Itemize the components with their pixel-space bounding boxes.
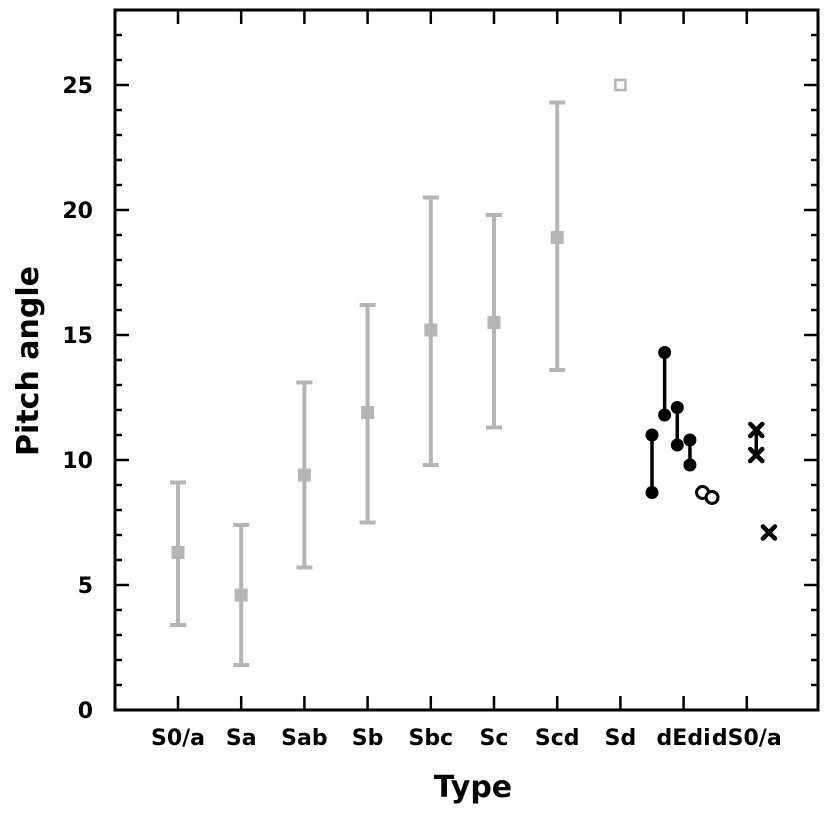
mean-square-marker xyxy=(171,546,185,559)
open-circle-marker xyxy=(704,490,720,505)
filled-circle-marker xyxy=(658,346,672,359)
cross-marker xyxy=(760,524,778,541)
mean-square-marker xyxy=(361,406,375,419)
x-tick-label: Sd xyxy=(605,726,637,751)
y-axis-ticks: 0 5 10 15 20 25 xyxy=(62,8,818,724)
x-tick-label: Sbc xyxy=(408,726,453,751)
x-tick-label: dS0/a xyxy=(712,726,782,751)
y-tick-label: 10 xyxy=(62,449,93,474)
cross-marker xyxy=(748,421,765,439)
cross-marker xyxy=(748,446,765,464)
x-tick-label: Sab xyxy=(281,726,327,751)
y-tick-label: 15 xyxy=(62,324,93,349)
x-tick-label: Sb xyxy=(352,726,384,751)
filled-circle-marker xyxy=(683,458,697,472)
filled-circle-marker xyxy=(645,486,659,499)
y-tick-label: 25 xyxy=(62,74,93,99)
filled-circle-marker xyxy=(670,401,684,414)
y-tick-label: 20 xyxy=(62,199,93,224)
x-tick-label: S0/a xyxy=(151,726,205,751)
x-tick-label: Scd xyxy=(535,726,580,751)
mean-square-marker xyxy=(487,316,501,329)
plot-frame xyxy=(113,8,820,712)
y-tick-label: 5 xyxy=(78,574,93,599)
chart-marks xyxy=(170,78,778,667)
mean-square-marker xyxy=(234,588,248,602)
y-axis-label: Pitch angle xyxy=(11,266,46,456)
filled-circle-marker xyxy=(683,433,697,447)
mean-square-marker xyxy=(424,323,438,337)
open-square-marker xyxy=(614,78,627,92)
mean-square-marker xyxy=(297,468,311,482)
x-axis-label: Type xyxy=(434,770,512,805)
mean-square-marker xyxy=(550,231,564,244)
filled-circle-marker xyxy=(658,408,672,422)
x-axis-ticks: S0/a Sa Sab Sb Sbc Sc Scd Sd dEdi dS0/a xyxy=(151,10,782,751)
y-tick-label: 0 xyxy=(78,699,93,724)
filled-circle-marker xyxy=(670,438,684,452)
x-tick-label: Sc xyxy=(480,726,509,751)
filled-circle-marker xyxy=(645,428,659,442)
x-tick-label: Sa xyxy=(226,726,257,751)
x-tick-label: dEdi xyxy=(657,726,711,751)
